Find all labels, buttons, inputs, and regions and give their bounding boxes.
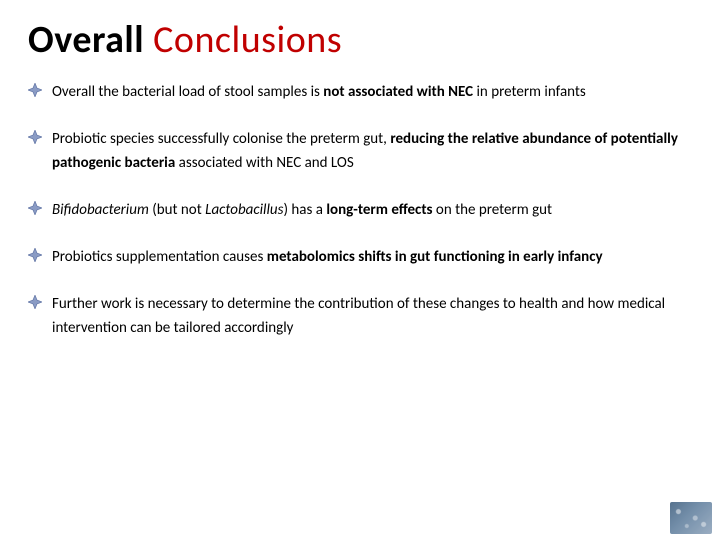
bullet-text-post: on the preterm gut — [433, 201, 553, 219]
bullet-text-mid: ) has a — [283, 201, 326, 219]
bullet-item: Further work is necessary to determine t… — [28, 292, 688, 342]
title-word-2: Conclusions — [153, 17, 342, 63]
bullet-text-bold: metabolomics shifts in gut functioning i… — [267, 248, 603, 266]
diamond-bullet-icon — [28, 248, 42, 262]
bullet-text-italic: Bifidobacterium — [52, 201, 149, 219]
decorative-corner-image — [670, 502, 712, 534]
bullet-item: Overall the bacterial load of stool samp… — [28, 80, 688, 105]
bullet-text-pre: Further work is necessary to determine t… — [52, 295, 665, 338]
bullet-item: Probiotic species successfully colonise … — [28, 127, 688, 177]
bullet-text-mid: (but not — [149, 201, 205, 219]
bullet-text-post: associated with NEC and LOS — [175, 154, 353, 172]
bullet-list: Overall the bacterial load of stool samp… — [28, 80, 692, 341]
slide-title: Overall Conclusions — [28, 20, 692, 62]
bullet-text-pre: Probiotic species successfully colonise … — [52, 130, 390, 148]
diamond-bullet-icon — [28, 130, 42, 144]
bullet-text-bold: not associated with NEC — [323, 83, 473, 101]
diamond-bullet-icon — [28, 201, 42, 215]
diamond-bullet-icon — [28, 83, 42, 97]
bullet-text-pre: Probiotics supplementation causes — [52, 248, 267, 266]
bullet-text-pre: Overall the bacterial load of stool samp… — [52, 83, 323, 101]
bullet-text-bold: long-term effects — [326, 201, 432, 219]
bullet-item: Bifidobacterium (but not Lactobacillus) … — [28, 198, 688, 223]
diamond-bullet-icon — [28, 295, 42, 309]
slide: Overall Conclusions Overall the bacteria… — [0, 0, 720, 540]
bullet-item: Probiotics supplementation causes metabo… — [28, 245, 688, 270]
bullet-text-italic: Lactobacillus — [205, 201, 283, 219]
bullet-text-post: in preterm infants — [473, 83, 586, 101]
title-word-1: Overall — [28, 17, 144, 63]
